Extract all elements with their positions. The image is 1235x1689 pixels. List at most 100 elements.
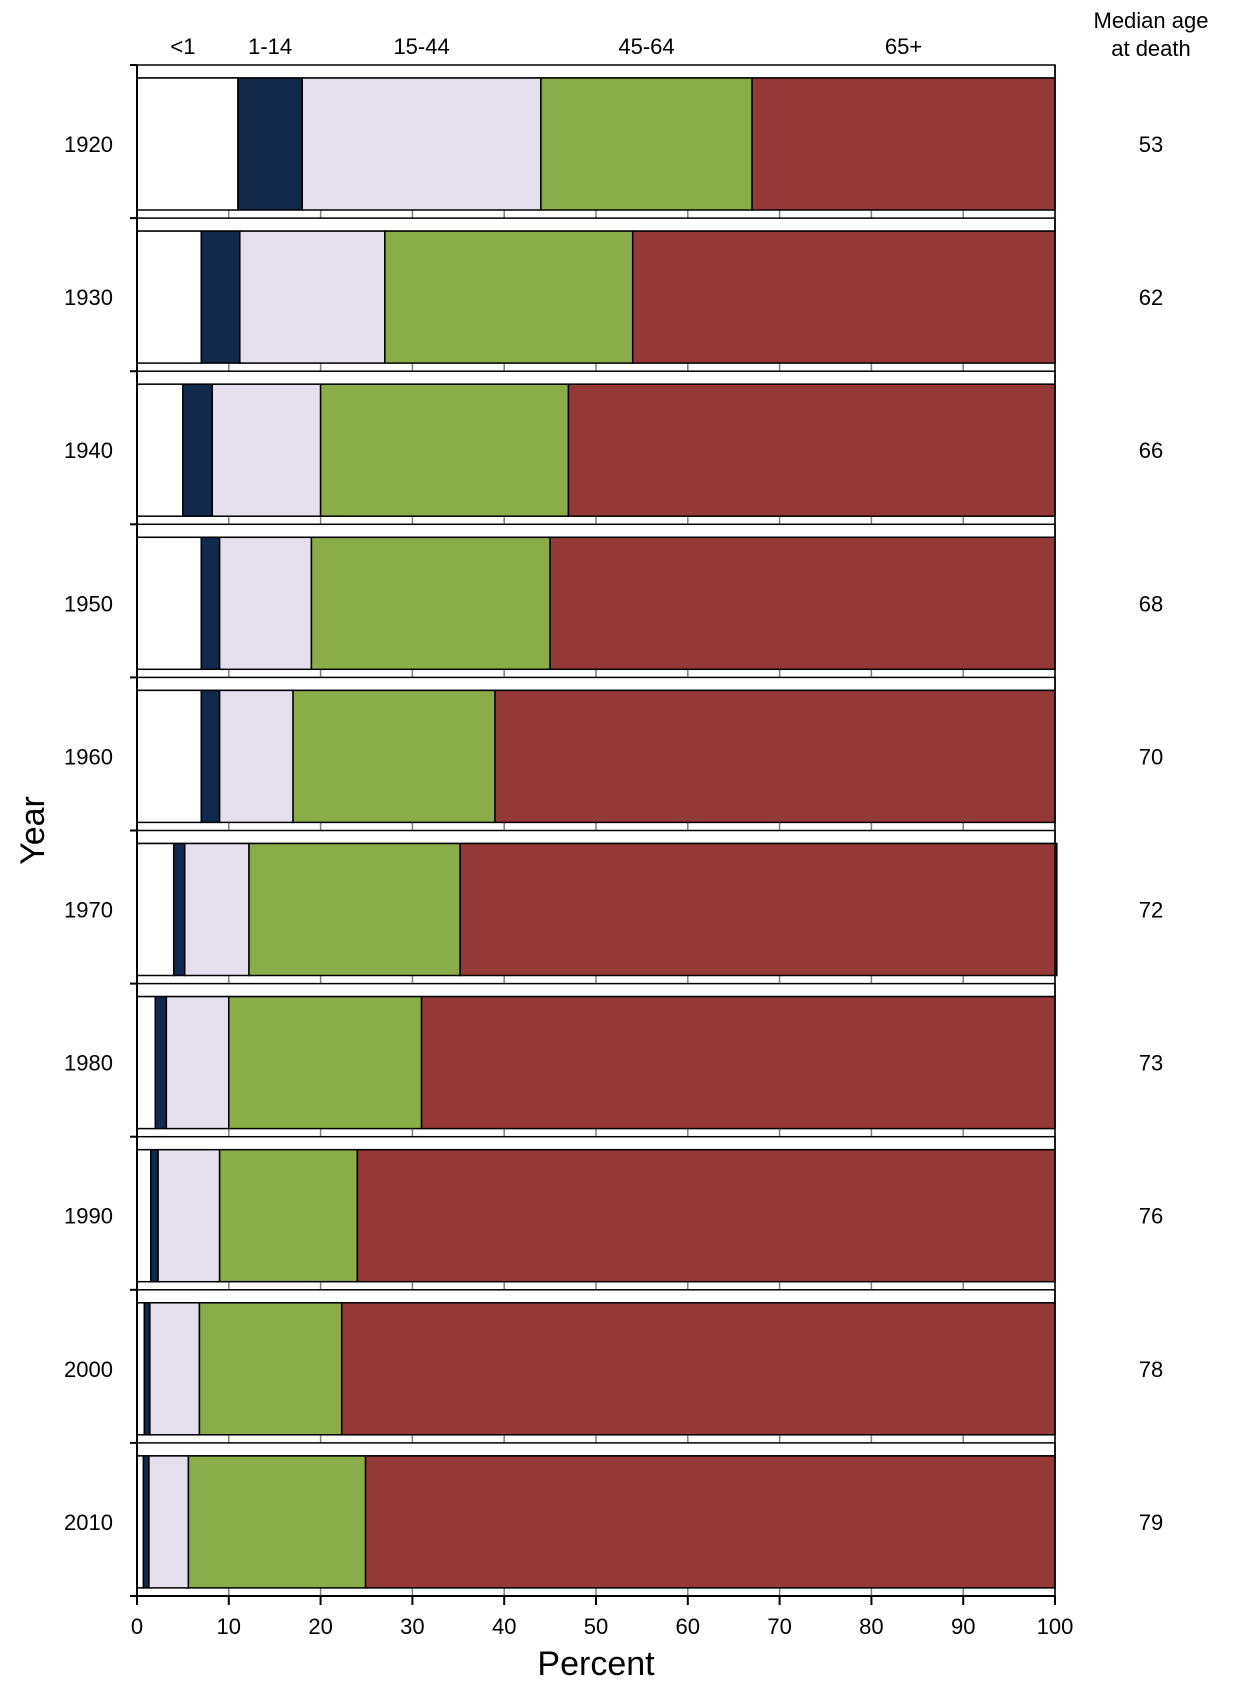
median-age-header: Median age <box>1094 8 1209 33</box>
median-age-label: 73 <box>1139 1051 1163 1076</box>
bar-segment-2010-45to64 <box>187 1455 367 1589</box>
y-tick-label: 2010 <box>64 1510 113 1535</box>
bar-segment-1940-1to14 <box>182 383 214 517</box>
y-tick-label: 2000 <box>64 1357 113 1382</box>
gap-band <box>136 982 1056 998</box>
bar-segment-1990-1to14 <box>150 1148 159 1283</box>
bar-segment-1940-65to <box>567 383 1056 517</box>
gap-band <box>136 1289 1056 1304</box>
bar-segment-2000-65to <box>340 1302 1056 1436</box>
y-tick-label: 1970 <box>64 898 113 923</box>
median-age-label: 53 <box>1139 132 1163 157</box>
bar-segment-1950-45to64 <box>310 536 551 671</box>
bar-segment-1970-to1 <box>136 842 175 977</box>
bar-segment-1920-1to14 <box>237 77 303 211</box>
x-tick-label: 80 <box>859 1614 883 1639</box>
x-tick-label: 40 <box>492 1614 516 1639</box>
x-tick-label: 100 <box>1037 1614 1074 1639</box>
bar-segment-1930-15to44 <box>239 230 386 364</box>
bar-segment-1940-45to64 <box>319 383 570 517</box>
x-tick-label: 30 <box>400 1614 424 1639</box>
bar-segment-1920-15to44 <box>301 77 542 211</box>
y-tick-label: 1920 <box>64 132 113 157</box>
x-tick-label: 90 <box>951 1614 975 1639</box>
bar-segment-1950-1to14 <box>200 536 221 671</box>
bar-segment-1990-to1 <box>136 1148 152 1283</box>
bar-segment-1950-15to44 <box>218 536 313 671</box>
x-axis-title: Percent <box>537 1645 655 1683</box>
median-age-label: 70 <box>1139 744 1163 769</box>
bar-segment-1970-15to44 <box>183 842 250 977</box>
legend-label-1to14: 1-14 <box>248 34 292 59</box>
x-tick-label: 70 <box>767 1614 791 1639</box>
y-tick-label: 1930 <box>64 285 113 310</box>
bar-segment-1980-45to64 <box>228 995 423 1130</box>
median-age-label: 62 <box>1139 285 1163 310</box>
bar-segment-1930-45to64 <box>384 230 634 364</box>
y-tick-label: 1940 <box>64 438 113 463</box>
median-age-label: 76 <box>1139 1204 1163 1229</box>
y-tick-label: 1960 <box>64 744 113 769</box>
bar-segment-1980-1to14 <box>154 995 168 1130</box>
median-age-header: at death <box>1111 36 1191 61</box>
x-tick-label: 50 <box>584 1614 608 1639</box>
bar-segment-1940-to1 <box>136 383 184 517</box>
x-tick-label: 10 <box>217 1614 241 1639</box>
x-tick-label: 20 <box>308 1614 332 1639</box>
bar-segment-1950-to1 <box>136 536 203 671</box>
x-tick-label: 60 <box>676 1614 700 1639</box>
bar-segment-1970-65to <box>459 842 1058 977</box>
bar-segment-1980-65to <box>420 995 1056 1130</box>
bar-segment-1940-15to44 <box>211 383 322 517</box>
gap-band <box>136 1442 1056 1457</box>
bar-segment-1960-15to44 <box>218 689 294 824</box>
gap-band <box>136 217 1056 232</box>
bar-segment-1970-1to14 <box>172 842 186 977</box>
bar-segment-1990-15to44 <box>157 1148 221 1283</box>
median-age-label: 66 <box>1139 438 1163 463</box>
bar-segment-1990-45to64 <box>218 1148 359 1283</box>
bar-segment-1960-1to14 <box>200 689 221 824</box>
legend-label-15to44: 15-44 <box>393 34 449 59</box>
gap-band <box>136 676 1056 692</box>
bar-segment-2000-to1 <box>136 1302 146 1436</box>
bar-segment-1920-to1 <box>136 77 239 211</box>
bar-segment-1960-45to64 <box>292 689 496 824</box>
legend-label-65to: 65+ <box>885 34 922 59</box>
gap-band <box>136 64 1056 79</box>
bar-segment-1980-to1 <box>136 995 157 1130</box>
bar-segment-1930-1to14 <box>200 230 241 364</box>
bar-segment-2000-45to64 <box>198 1302 343 1436</box>
gap-band <box>136 829 1056 845</box>
bar-segment-2000-15to44 <box>149 1302 201 1436</box>
bar-segment-1960-65to <box>494 689 1056 824</box>
bar-segment-1930-to1 <box>136 230 203 364</box>
bar-segment-1960-to1 <box>136 689 203 824</box>
bar-segment-2010-65to <box>364 1455 1056 1589</box>
bar-segment-1920-45to64 <box>540 77 753 211</box>
bar-segment-2010-15to44 <box>148 1455 190 1589</box>
bar-segment-1930-65to <box>631 230 1056 364</box>
legend-label-to1: <1 <box>170 34 195 59</box>
gap-band <box>136 370 1056 385</box>
median-age-label: 79 <box>1139 1510 1163 1535</box>
bar-segment-2000-1to14 <box>143 1302 151 1436</box>
gap-band <box>136 1135 1056 1151</box>
y-axis-title: Year <box>14 796 52 865</box>
y-tick-label: 1950 <box>64 591 113 616</box>
median-age-label: 78 <box>1139 1357 1163 1382</box>
y-tick-label: 1990 <box>64 1204 113 1229</box>
legend-label-45to64: 45-64 <box>618 34 674 59</box>
median-age-label: 68 <box>1139 591 1163 616</box>
median-age-label: 72 <box>1139 898 1163 923</box>
bar-segment-1920-65to <box>751 77 1056 211</box>
bar-segment-1990-65to <box>356 1148 1056 1283</box>
gap-band <box>136 523 1056 539</box>
bar-segment-1950-65to <box>549 536 1056 671</box>
x-tick-label: 0 <box>131 1614 143 1639</box>
bar-segment-1970-45to64 <box>248 842 461 977</box>
bar-segment-2010-1to14 <box>142 1455 150 1589</box>
bar-segment-1980-15to44 <box>165 995 230 1130</box>
y-tick-label: 1980 <box>64 1051 113 1076</box>
